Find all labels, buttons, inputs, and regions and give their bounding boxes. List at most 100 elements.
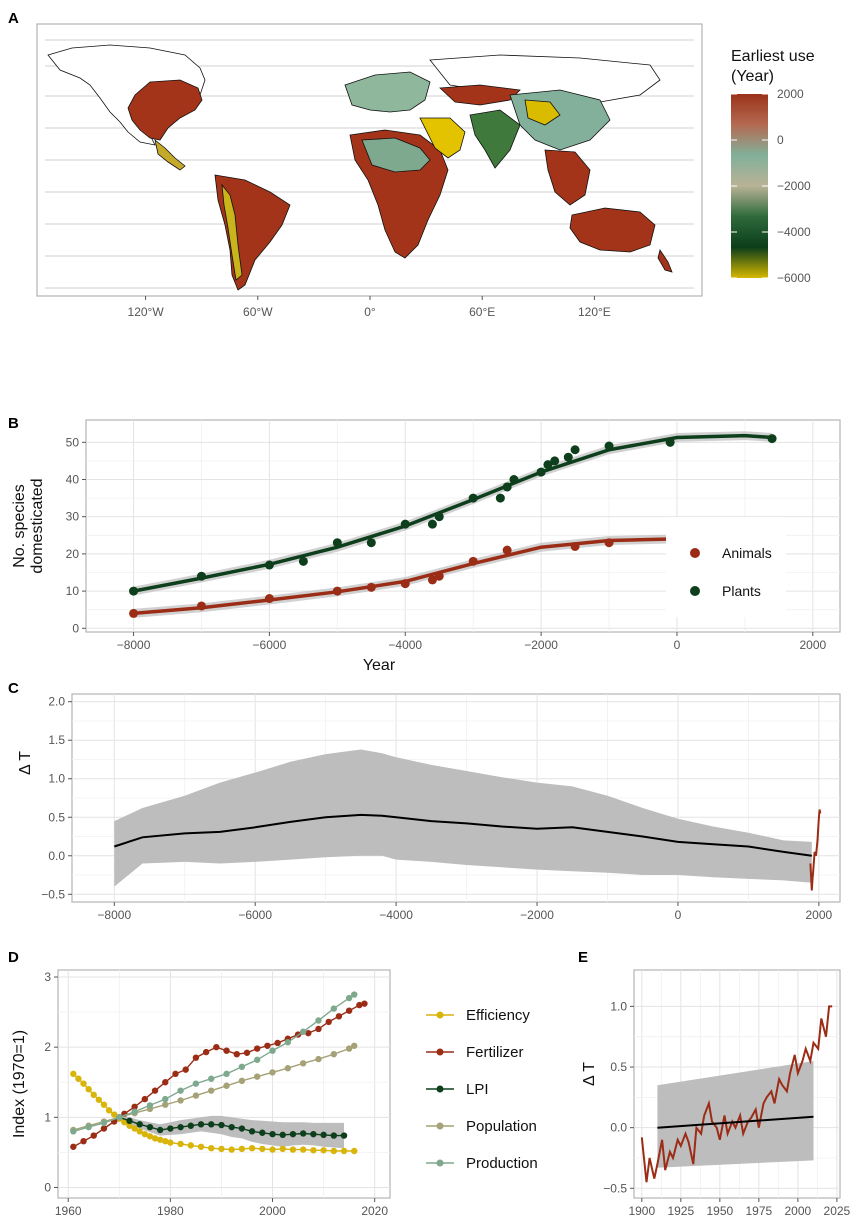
point-fertilizer bbox=[141, 1095, 149, 1103]
point-lpi bbox=[156, 1126, 164, 1134]
point-lpi bbox=[197, 1121, 205, 1128]
point-plants bbox=[495, 493, 505, 503]
point-production bbox=[345, 994, 353, 1002]
point-fertilizer bbox=[335, 1013, 343, 1020]
point-plants bbox=[604, 441, 614, 451]
legend-key-population bbox=[436, 1122, 444, 1130]
point-lpi bbox=[187, 1122, 194, 1129]
point-plants bbox=[767, 434, 777, 444]
point-fertilizer bbox=[274, 1039, 281, 1047]
x-tick-label: 1925 bbox=[667, 1204, 694, 1218]
point-production bbox=[177, 1087, 184, 1094]
domestication-panel: −8000 −6000 −4000 −2000 0 2000 0 10 20 30 40 50 Anim… bbox=[11, 419, 841, 674]
point-plants bbox=[332, 538, 342, 548]
point-plants bbox=[366, 538, 376, 548]
point-production bbox=[192, 1080, 200, 1087]
x-tick-label: 1980 bbox=[157, 1204, 184, 1218]
point-animals bbox=[468, 556, 478, 566]
point-lpi bbox=[126, 1117, 133, 1125]
point-fertilizer bbox=[223, 1047, 230, 1054]
y-tick-label: 0 bbox=[44, 1180, 51, 1194]
y-tick-label: 1.5 bbox=[48, 733, 65, 747]
point-fertilizer bbox=[90, 1132, 97, 1139]
legend-title-line2: (Year) bbox=[731, 68, 774, 85]
trend-band bbox=[657, 1061, 814, 1168]
y-tick-label: 3 bbox=[44, 970, 51, 984]
point-efficiency bbox=[136, 1128, 143, 1135]
point-efficiency bbox=[141, 1130, 149, 1138]
point-efficiency bbox=[187, 1142, 194, 1149]
land-region bbox=[569, 207, 656, 253]
point-production bbox=[116, 1114, 123, 1121]
point-animals bbox=[427, 575, 437, 585]
point-efficiency bbox=[162, 1137, 169, 1145]
point-production bbox=[131, 1108, 138, 1115]
x-tick-label: 1975 bbox=[745, 1204, 772, 1218]
point-production bbox=[269, 1047, 276, 1054]
point-lpi bbox=[259, 1129, 266, 1136]
y-tick-label: 0 bbox=[72, 621, 79, 635]
land-region bbox=[419, 117, 466, 159]
y-tick-label: 40 bbox=[66, 473, 80, 487]
y-tick-label: 1.0 bbox=[48, 772, 65, 786]
point-efficiency bbox=[228, 1146, 235, 1153]
earliest-use-legend: Earliest use (Year) 2000 0 −2000 −4000 −6000 bbox=[731, 48, 815, 285]
legend-tick-label: −6000 bbox=[777, 271, 811, 285]
legend-tick-label: −2000 bbox=[777, 179, 811, 193]
point-fertilizer bbox=[361, 1000, 368, 1007]
point-efficiency bbox=[340, 1147, 348, 1155]
legend-ticks: 2000 0 −2000 −4000 −6000 bbox=[731, 87, 811, 285]
point-efficiency bbox=[299, 1146, 307, 1153]
x-tick-label: 2000 bbox=[259, 1204, 286, 1218]
map-landmasses bbox=[47, 44, 673, 291]
point-animals bbox=[196, 601, 206, 611]
point-fertilizer bbox=[315, 1025, 322, 1033]
point-efficiency bbox=[126, 1122, 133, 1129]
point-lpi bbox=[208, 1121, 215, 1128]
point-lpi bbox=[146, 1123, 154, 1131]
point-plants bbox=[129, 586, 139, 596]
y-tick-label: 0.5 bbox=[610, 1060, 627, 1074]
panel-letter-d: D bbox=[8, 949, 19, 966]
point-lpi bbox=[310, 1130, 317, 1138]
land-region bbox=[439, 84, 521, 106]
legend-key-production bbox=[436, 1159, 444, 1167]
point-production bbox=[70, 1128, 77, 1135]
point-lpi bbox=[330, 1132, 338, 1139]
land-region bbox=[344, 71, 431, 113]
point-plants bbox=[400, 519, 410, 529]
legend-key-efficiency bbox=[436, 1011, 444, 1019]
y-tick-label: 0.0 bbox=[48, 849, 65, 863]
map-panel: 120°W 60°W 0° 60°E 120°E Earliest use (Year)… bbox=[36, 23, 815, 319]
panel-letter-e: E bbox=[578, 949, 588, 966]
point-efficiency bbox=[218, 1145, 225, 1153]
trend-line bbox=[657, 1115, 814, 1129]
fit-band bbox=[133, 431, 773, 596]
lpi-band bbox=[119, 1114, 344, 1149]
x-tick-label: −6000 bbox=[253, 638, 287, 652]
y-axis-title: Index (1970=1) bbox=[11, 1030, 28, 1138]
point-lpi bbox=[299, 1130, 307, 1137]
panel-letter-b: B bbox=[8, 415, 19, 432]
legend-key-animals bbox=[690, 548, 700, 558]
point-population bbox=[254, 1073, 261, 1080]
legend-key-plants bbox=[690, 586, 700, 596]
point-animals bbox=[400, 579, 410, 589]
y-tick-label: 20 bbox=[66, 547, 80, 561]
point-population bbox=[351, 1042, 358, 1049]
point-efficiency bbox=[156, 1136, 164, 1143]
point-efficiency bbox=[105, 1107, 113, 1114]
x-tick-label: 1900 bbox=[628, 1204, 655, 1218]
point-plants bbox=[550, 456, 560, 466]
land-region bbox=[361, 137, 431, 173]
point-efficiency bbox=[177, 1140, 184, 1148]
land-region bbox=[544, 149, 591, 206]
point-population bbox=[177, 1097, 184, 1104]
y-tick-label: 2 bbox=[44, 1040, 51, 1054]
point-lpi bbox=[228, 1123, 235, 1131]
land-region bbox=[524, 99, 561, 126]
legend-colorbar bbox=[731, 94, 768, 278]
point-efficiency bbox=[146, 1133, 154, 1140]
point-efficiency bbox=[70, 1070, 77, 1078]
y-axis-title-line1: No. species bbox=[11, 484, 28, 568]
